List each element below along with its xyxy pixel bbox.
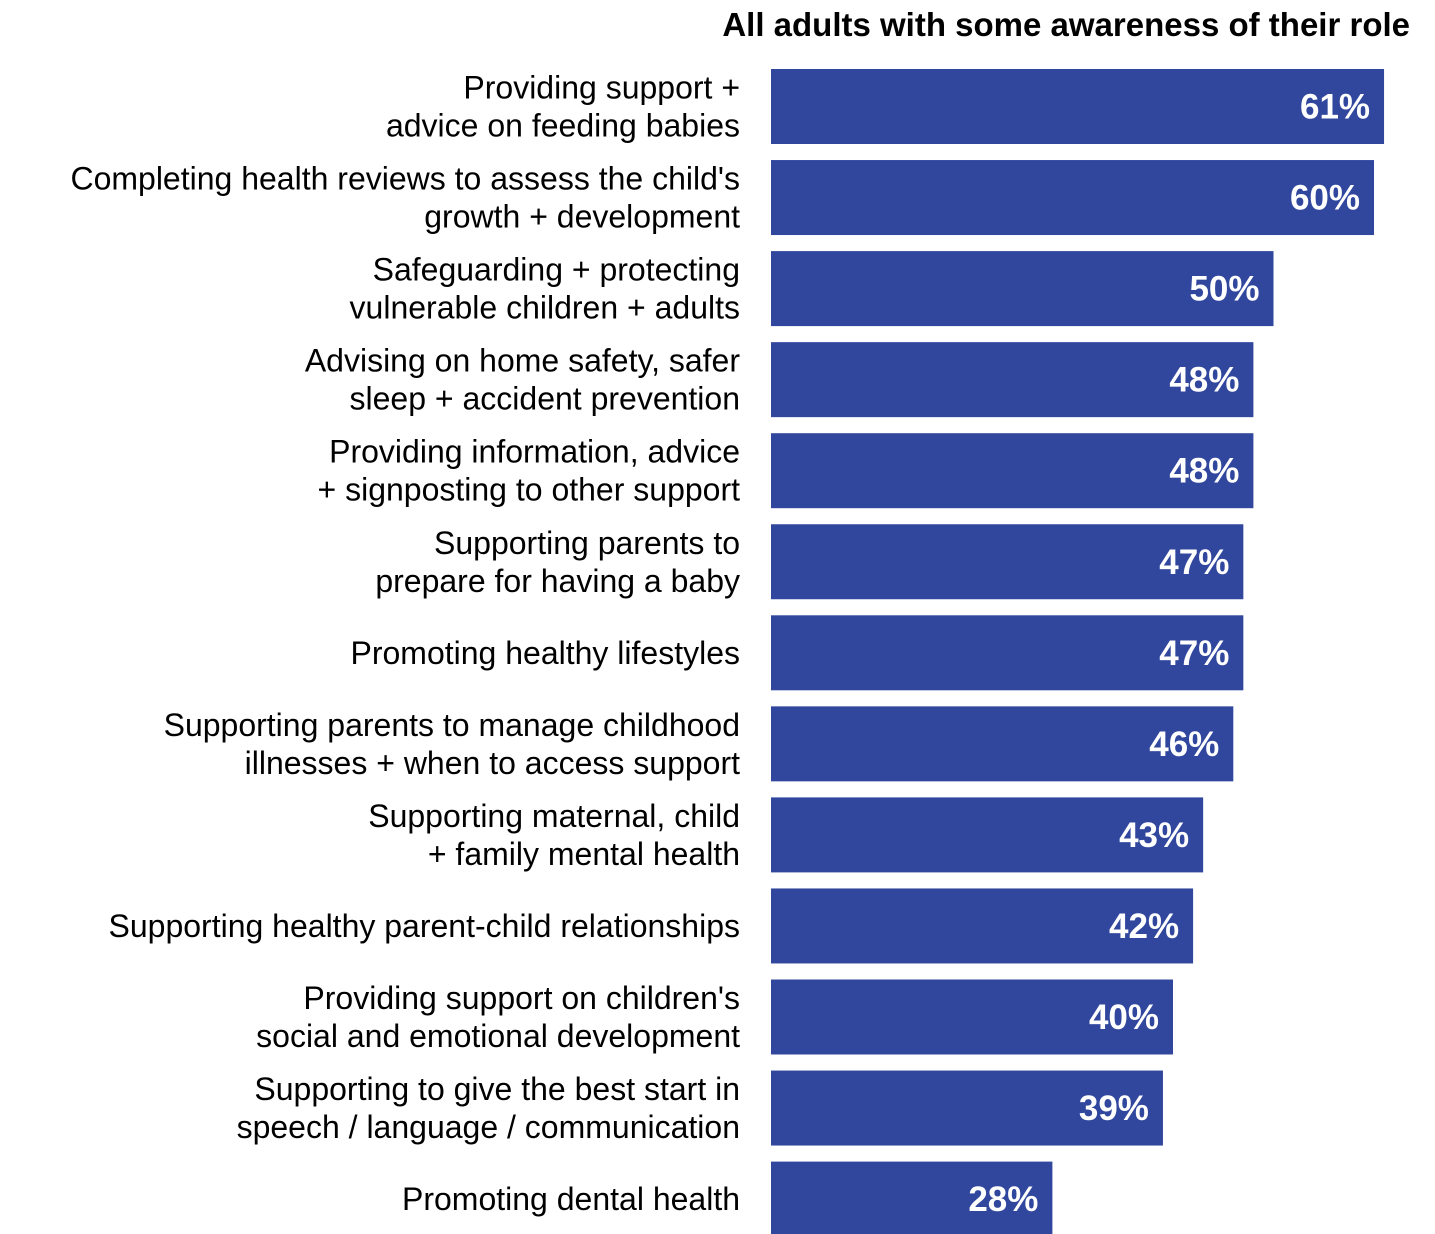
category-label: Supporting healthy parent-child relation… [109, 908, 741, 944]
category-label: growth + development [424, 199, 740, 235]
value-label: 40% [1089, 998, 1159, 1037]
category-label: sleep + accident prevention [350, 381, 740, 417]
bar [771, 888, 1194, 964]
category-label: Promoting healthy lifestyles [350, 635, 740, 671]
category-label: Supporting to give the best start in [254, 1071, 740, 1107]
category-label: vulnerable children + adults [350, 290, 740, 326]
bar [771, 615, 1244, 691]
value-label: 46% [1149, 725, 1219, 764]
category-label: Providing information, advice [329, 434, 740, 470]
bar [771, 342, 1254, 418]
value-label: 43% [1119, 816, 1189, 855]
category-label: + family mental health [428, 836, 740, 872]
value-labels-group: 61% 60% 50% 48% 48% 47% 47% 46% 43% 42% 40% 39% 28% [968, 88, 1370, 1220]
bar [771, 69, 1385, 144]
value-label: 61% [1300, 88, 1370, 127]
category-label: Providing support + [463, 70, 740, 106]
category-label: advice on feeding babies [386, 108, 740, 144]
bar [771, 433, 1254, 509]
category-label: illnesses + when to access support [245, 745, 740, 781]
bar [771, 1070, 1163, 1146]
bars-group [771, 69, 1385, 1234]
value-label: 48% [1169, 361, 1239, 400]
value-label: 60% [1290, 179, 1360, 218]
value-label: 28% [968, 1180, 1038, 1219]
bar [771, 979, 1173, 1055]
category-labels-group: Providing support +advice on feeding bab… [70, 70, 740, 1218]
value-label: 42% [1109, 907, 1179, 946]
category-label: Completing health reviews to assess the … [70, 161, 740, 197]
category-label: prepare for having a baby [375, 563, 740, 599]
category-label: speech / language / communication [237, 1109, 740, 1145]
bar [771, 160, 1374, 236]
bar [771, 251, 1274, 327]
bar [771, 524, 1244, 600]
value-label: 47% [1159, 543, 1229, 582]
bar [771, 797, 1204, 873]
category-label: Supporting parents to manage childhood [164, 707, 740, 743]
category-label: Safeguarding + protecting [373, 252, 740, 288]
category-label: Advising on home safety, safer [305, 343, 741, 379]
category-label: Providing support on children's [303, 980, 740, 1016]
value-label: 50% [1189, 270, 1259, 309]
category-label: Promoting dental health [402, 1181, 740, 1217]
category-label: social and emotional development [256, 1018, 740, 1054]
category-label: Supporting maternal, child [368, 798, 740, 834]
value-label: 47% [1159, 634, 1229, 673]
category-label: + signposting to other support [318, 472, 741, 508]
value-label: 39% [1079, 1089, 1149, 1128]
value-label: 48% [1169, 452, 1239, 491]
chart-title: All adults with some awareness of their … [722, 6, 1410, 43]
category-label: Supporting parents to [434, 525, 740, 561]
bar [771, 706, 1234, 782]
bar [771, 1161, 1053, 1234]
